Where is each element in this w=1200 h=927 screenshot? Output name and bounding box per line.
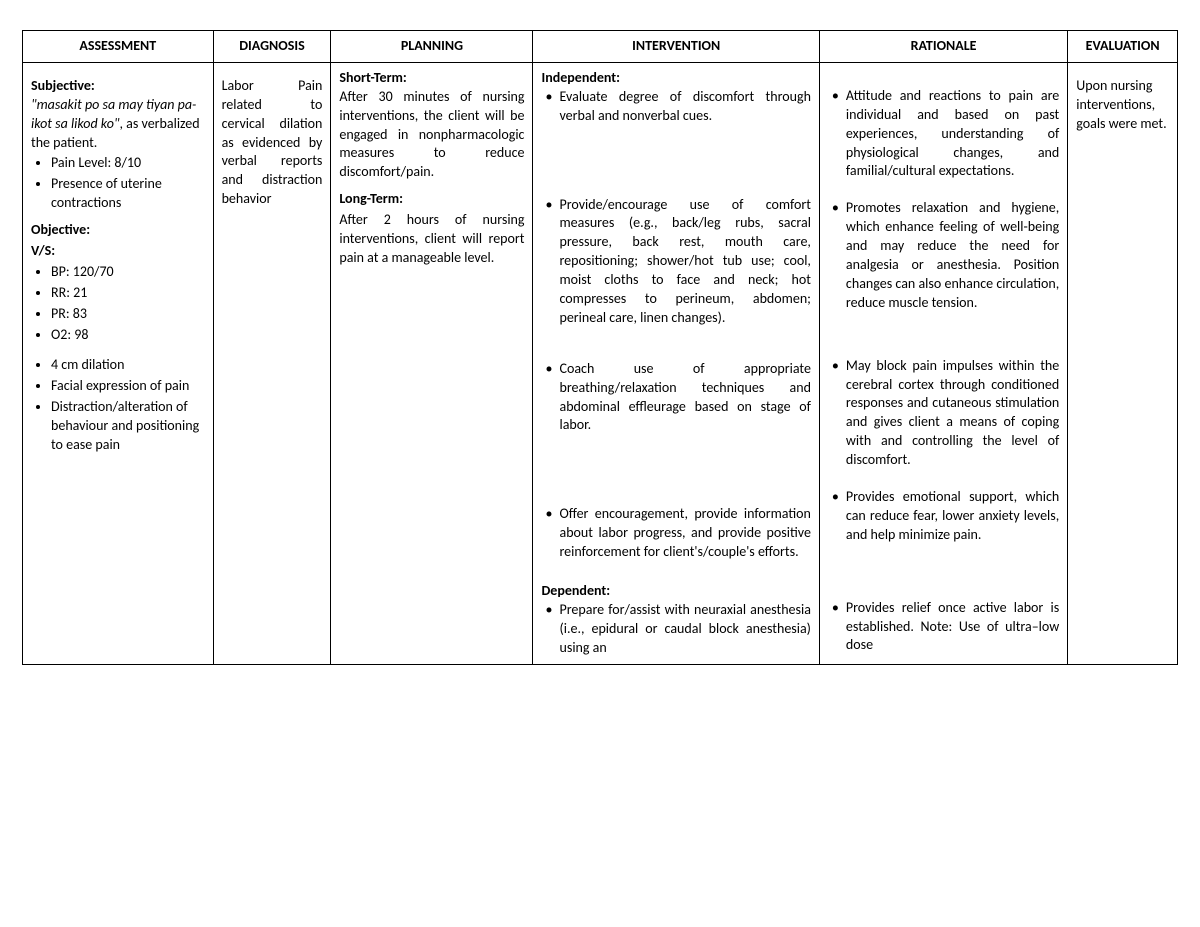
rationale-text: Provides relief once active labor is est… xyxy=(846,599,1059,656)
objective-bullets: 4 cm dilation Facial expression of pain … xyxy=(31,356,205,454)
bullet-icon: • xyxy=(541,88,559,126)
objective-label: Objective: xyxy=(31,221,205,240)
list-item: Facial expression of pain xyxy=(51,377,205,396)
header-evaluation: EVALUATION xyxy=(1068,31,1178,63)
list-item: O2: 98 xyxy=(51,326,205,345)
header-assessment: ASSESSMENT xyxy=(23,31,214,63)
rationale-text: Provides emotional support, which can re… xyxy=(846,488,1059,545)
short-term-label: Short-Term: xyxy=(339,69,524,88)
list-item: BP: 120/70 xyxy=(51,263,205,282)
header-intervention: INTERVENTION xyxy=(533,31,819,63)
cell-rationale: • Attitude and reactions to pain are ind… xyxy=(819,62,1067,664)
intervention-text: Offer encouragement, provide information… xyxy=(559,505,810,562)
evaluation-text: Upon nursing interventions, goals were m… xyxy=(1076,77,1169,134)
bullet-icon: • xyxy=(828,357,846,470)
rationale-item: • Attitude and reactions to pain are ind… xyxy=(828,87,1059,181)
intervention-text: Coach use of appropriate breathing/relax… xyxy=(559,360,810,436)
short-term-text: After 30 minutes of nursing intervention… xyxy=(339,88,524,182)
header-row: ASSESSMENT DIAGNOSIS PLANNING INTERVENTI… xyxy=(23,31,1178,63)
rationale-item: • May block pain impulses within the cer… xyxy=(828,357,1059,470)
cell-intervention: Independent: • Evaluate degree of discom… xyxy=(533,62,819,664)
intervention-text: Provide/encourage use of comfort measure… xyxy=(559,196,810,328)
dependent-label: Dependent: xyxy=(541,582,810,601)
intervention-text: Prepare for/assist with neuraxial anesth… xyxy=(559,601,810,658)
intervention-item: • Evaluate degree of discomfort through … xyxy=(541,88,810,126)
intervention-item: • Prepare for/assist with neuraxial anes… xyxy=(541,601,810,658)
list-item: 4 cm dilation xyxy=(51,356,205,375)
header-rationale: RATIONALE xyxy=(819,31,1067,63)
intervention-item: • Provide/encourage use of comfort measu… xyxy=(541,196,810,328)
body-row: Subjective: "masakit po sa may tiyan pa-… xyxy=(23,62,1178,664)
bullet-icon: • xyxy=(828,87,846,181)
rationale-text: Promotes relaxation and hygiene, which e… xyxy=(846,199,1059,312)
bullet-icon: • xyxy=(541,505,559,562)
bullet-icon: • xyxy=(828,199,846,312)
list-item: Distraction/alteration of behaviour and … xyxy=(51,398,205,455)
subjective-text: "masakit po sa may tiyan pa-ikot sa liko… xyxy=(31,96,205,153)
nursing-care-plan-table: ASSESSMENT DIAGNOSIS PLANNING INTERVENTI… xyxy=(22,30,1178,665)
subjective-bullets: Pain Level: 8/10 Presence of uterine con… xyxy=(31,154,205,213)
rationale-text: Attitude and reactions to pain are indiv… xyxy=(846,87,1059,181)
rationale-item: • Promotes relaxation and hygiene, which… xyxy=(828,199,1059,312)
independent-label: Independent: xyxy=(541,69,810,88)
intervention-text: Evaluate degree of discomfort through ve… xyxy=(559,88,810,126)
list-item: RR: 21 xyxy=(51,284,205,303)
diagnosis-text: Labor Pain related to cervical dilation … xyxy=(222,77,323,209)
header-planning: PLANNING xyxy=(331,31,533,63)
list-item: Presence of uterine contractions xyxy=(51,175,205,213)
vs-label: V/S: xyxy=(31,242,205,261)
rationale-item: • Provides emotional support, which can … xyxy=(828,488,1059,545)
list-item: PR: 83 xyxy=(51,305,205,324)
rationale-text: May block pain impulses within the cereb… xyxy=(846,357,1059,470)
long-term-text: After 2 hours of nursing interventions, … xyxy=(339,211,524,268)
bullet-icon: • xyxy=(828,599,846,656)
rationale-item: • Provides relief once active labor is e… xyxy=(828,599,1059,656)
header-diagnosis: DIAGNOSIS xyxy=(213,31,331,63)
long-term-label: Long-Term: xyxy=(339,190,524,209)
bullet-icon: • xyxy=(541,360,559,436)
vs-bullets: BP: 120/70 RR: 21 PR: 83 O2: 98 xyxy=(31,263,205,345)
bullet-icon: • xyxy=(541,196,559,328)
cell-assessment: Subjective: "masakit po sa may tiyan pa-… xyxy=(23,62,214,664)
subjective-label: Subjective: xyxy=(31,77,205,96)
list-item: Pain Level: 8/10 xyxy=(51,154,205,173)
cell-evaluation: Upon nursing interventions, goals were m… xyxy=(1068,62,1178,664)
bullet-icon: • xyxy=(828,488,846,545)
cell-planning: Short-Term: After 30 minutes of nursing … xyxy=(331,62,533,664)
cell-diagnosis: Labor Pain related to cervical dilation … xyxy=(213,62,331,664)
bullet-icon: • xyxy=(541,601,559,658)
intervention-item: • Coach use of appropriate breathing/rel… xyxy=(541,360,810,436)
intervention-item: • Offer encouragement, provide informati… xyxy=(541,505,810,562)
